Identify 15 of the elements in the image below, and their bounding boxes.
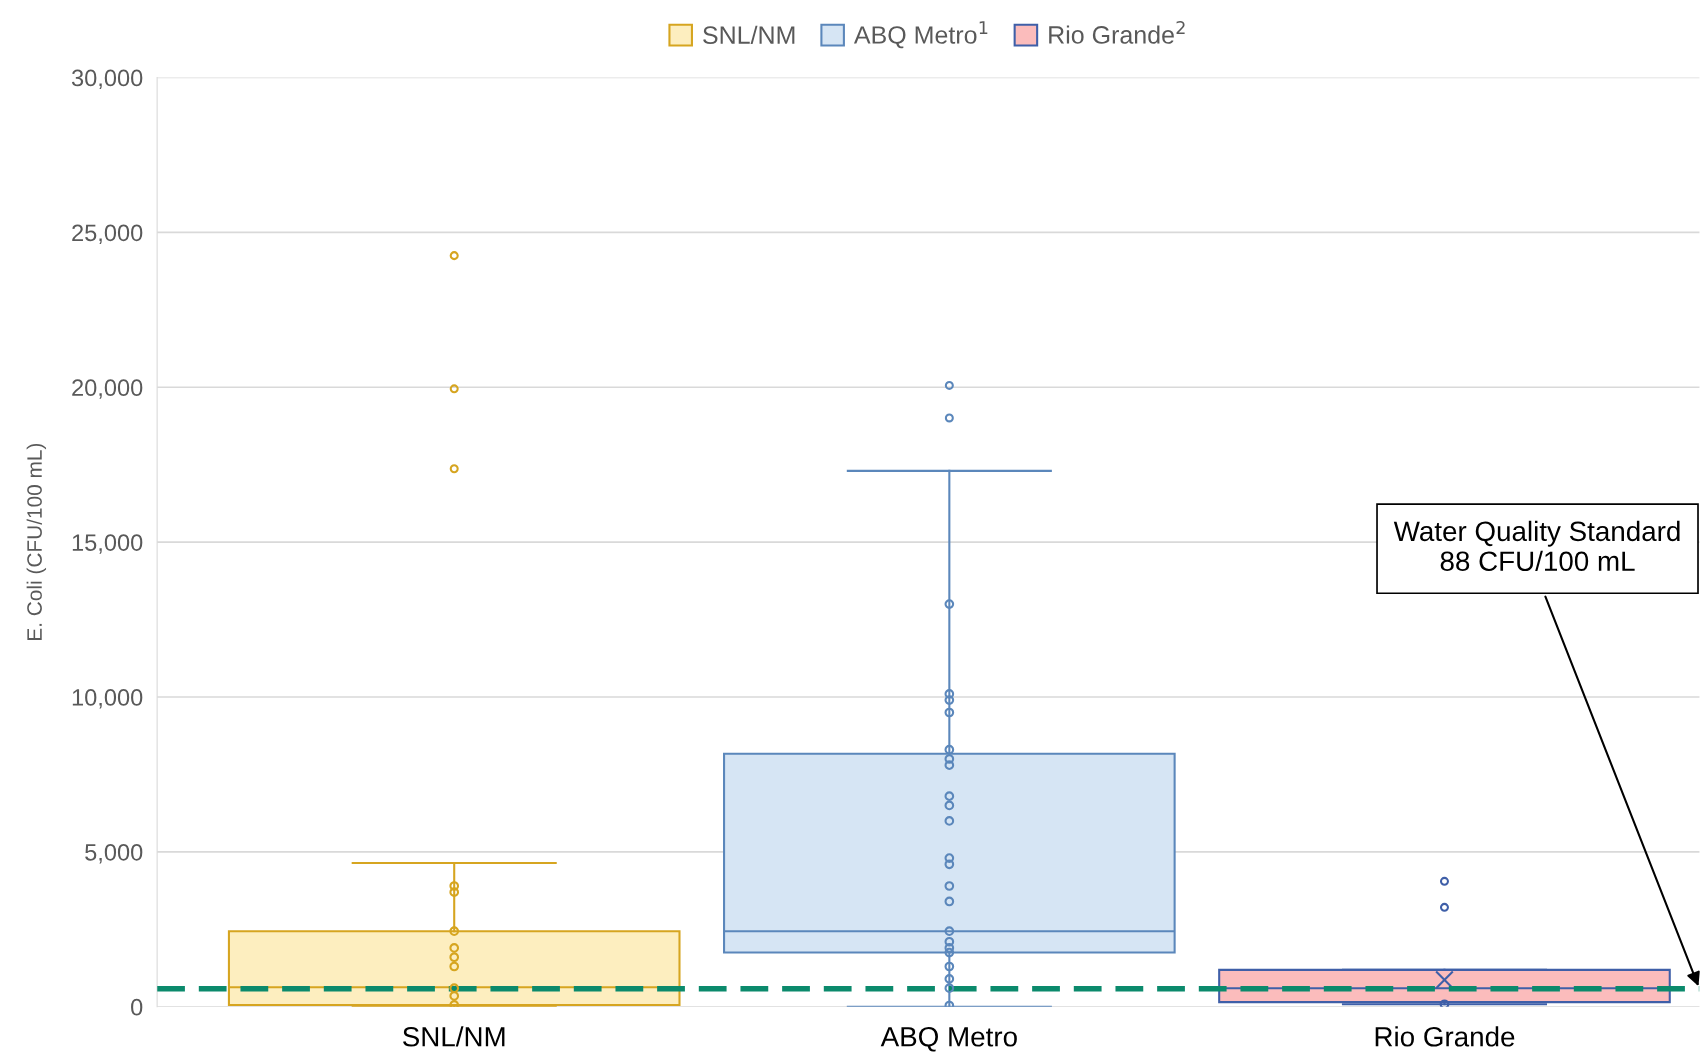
x-tick-label: SNL/NM xyxy=(403,1026,505,1047)
legend-label: Rio Grande$^{2}$ xyxy=(1049,21,1185,44)
legend-label: ABQ Metro$^{1}$ xyxy=(853,21,988,49)
x-tick-label: Rio Grande xyxy=(1375,1026,1515,1047)
y-tick-label: 15,000 xyxy=(72,534,143,554)
legend-label: SNL/NM xyxy=(703,25,795,44)
y-tick-label: 20,000 xyxy=(72,379,143,399)
y-tick-label: 10,000 xyxy=(72,689,143,709)
x-tick-label: ABQ Metro xyxy=(880,1026,1017,1052)
y-tick-label: 30,000 xyxy=(71,69,143,90)
ref-line-label: Water Quality Standard 88 CFU/100 mL xyxy=(1393,520,1680,572)
y-axis-title: E. Coli (CFU/100 mL) xyxy=(26,443,47,640)
y-tick-label: 5,000 xyxy=(85,843,143,864)
y-tick-label: 25,000 xyxy=(72,224,143,244)
y-tick-label: 0 xyxy=(131,998,143,1016)
